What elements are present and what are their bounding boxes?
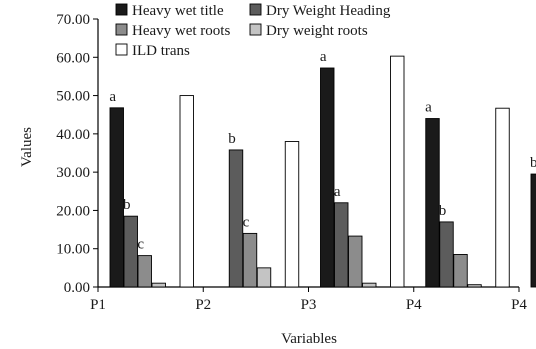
legend-entry: Heavy wet roots	[132, 23, 230, 39]
y-axis-title: Values	[19, 127, 35, 167]
bar-dry-weight-heading-p2	[228, 149, 244, 288]
plot-area: 0.00 10.00 20.00 30.00 40.00 50.00 60.00 70.00 P…	[56, 12, 536, 313]
bar-heavy-wet-title-p4	[425, 118, 440, 288]
y-tick-label: 40.00	[56, 127, 90, 143]
bar-dry-weight-heading-p3	[334, 202, 349, 288]
legend-swatch	[249, 23, 262, 36]
x-tick-label: P3	[301, 297, 317, 313]
bar-dry-weight-roots-p4	[467, 284, 482, 288]
y-tick-label: 60.00	[56, 50, 90, 66]
bar-heavy-wet-roots-p3	[348, 235, 363, 288]
bar-significance-label: c	[243, 214, 250, 230]
bar-heavy-wet-roots-p4	[453, 254, 468, 288]
bar-series-5-p4	[495, 107, 510, 288]
bar-significance-label: b	[123, 197, 131, 213]
legend-swatch	[249, 3, 262, 16]
legend-swatch	[115, 43, 128, 56]
bar-significance-label: a	[109, 89, 116, 105]
bar-significance-label: b	[530, 155, 536, 171]
y-tick-label: 30.00	[56, 165, 90, 181]
bar-heavy-wet-title-p3	[320, 67, 335, 288]
legend-entry: Heavy wet title	[132, 3, 224, 19]
bar-dry-weight-roots-p2	[256, 267, 272, 288]
bar-series-5-p3	[390, 55, 405, 288]
bar-heavy-wet-roots-p1	[137, 255, 152, 288]
legend-entry: ILD trans	[132, 43, 190, 59]
x-axis-title: Variables	[281, 331, 337, 347]
bar-heavy-wet-roots-p2	[242, 232, 258, 288]
bar-significance-label: a	[334, 184, 341, 200]
bar-dry-weight-heading-p4	[439, 221, 454, 288]
legend-entry: Dry weight roots	[266, 23, 368, 39]
y-tick-label: 10.00	[56, 242, 90, 258]
x-tick-label: P1	[90, 297, 106, 313]
legend-swatch	[115, 23, 128, 36]
bar-heavy-wet-title-p1	[109, 107, 124, 288]
bar-significance-label: b	[228, 131, 236, 147]
bar-significance-label: b	[439, 203, 447, 219]
legend: Heavy wet title Dry Weight Heading Heavy w…	[115, 3, 391, 59]
x-tick-label: P4	[406, 297, 422, 313]
x-tick-label: P2	[195, 297, 211, 313]
bar-heavy-wet-title-p5	[530, 173, 536, 288]
y-tick-label: 20.00	[56, 203, 90, 219]
bar-series-5-p2	[284, 141, 300, 288]
y-tick-label: 0.00	[64, 280, 90, 296]
bar-dry-weight-roots-p1	[151, 282, 166, 288]
bar-dry-weight-heading-p1	[123, 215, 138, 288]
bar-significance-label: a	[320, 49, 327, 65]
x-tick-label: P4	[511, 297, 527, 313]
bar-significance-label: a	[425, 100, 432, 116]
bar-significance-label: c	[137, 237, 144, 253]
y-tick-label: 50.00	[56, 89, 90, 105]
bar-series-5-p1	[179, 95, 194, 288]
y-tick-label: 70.00	[56, 12, 90, 28]
bar-dry-weight-roots-p3	[362, 282, 377, 288]
legend-entry: Dry Weight Heading	[266, 3, 391, 19]
legend-swatch	[115, 3, 128, 16]
